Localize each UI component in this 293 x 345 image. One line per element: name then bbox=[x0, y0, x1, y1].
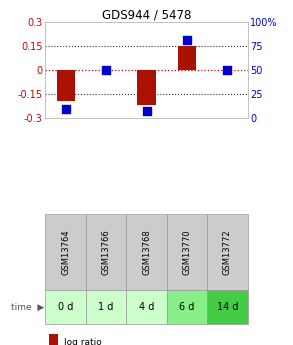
Bar bbox=[126, 290, 167, 324]
Bar bbox=[207, 214, 248, 290]
Bar bbox=[167, 214, 207, 290]
Text: 0 d: 0 d bbox=[58, 302, 73, 312]
Bar bbox=[50, 334, 58, 345]
Text: 1 d: 1 d bbox=[98, 302, 114, 312]
Text: 4 d: 4 d bbox=[139, 302, 154, 312]
Bar bbox=[167, 290, 207, 324]
Bar bbox=[178, 46, 196, 70]
Point bbox=[185, 37, 189, 42]
Text: GSM13766: GSM13766 bbox=[102, 229, 110, 275]
Text: time  ▶: time ▶ bbox=[11, 303, 45, 312]
Text: GSM13770: GSM13770 bbox=[183, 229, 191, 275]
Bar bbox=[86, 290, 126, 324]
Text: GSM13772: GSM13772 bbox=[223, 229, 232, 275]
Bar bbox=[57, 70, 75, 101]
Title: GDS944 / 5478: GDS944 / 5478 bbox=[102, 8, 191, 21]
Text: GSM13764: GSM13764 bbox=[61, 229, 70, 275]
Bar bbox=[126, 214, 167, 290]
Bar bbox=[45, 214, 86, 290]
Text: 14 d: 14 d bbox=[217, 302, 238, 312]
Point bbox=[144, 109, 149, 114]
Text: log ratio: log ratio bbox=[64, 338, 102, 345]
Point bbox=[63, 106, 68, 111]
Bar bbox=[86, 214, 126, 290]
Text: 6 d: 6 d bbox=[179, 302, 195, 312]
Bar bbox=[137, 70, 156, 105]
Bar bbox=[45, 290, 86, 324]
Text: GSM13768: GSM13768 bbox=[142, 229, 151, 275]
Point bbox=[104, 68, 108, 73]
Bar bbox=[207, 290, 248, 324]
Point bbox=[225, 68, 230, 73]
